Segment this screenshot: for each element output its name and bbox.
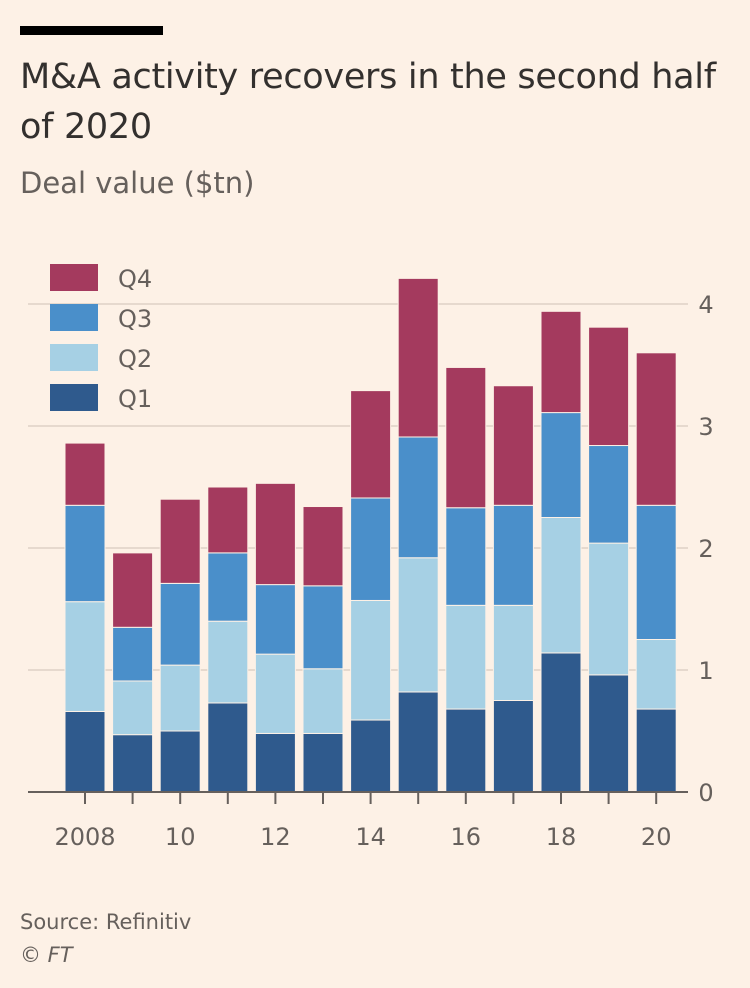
- y-tick-label: 4: [698, 291, 713, 319]
- bar-q2-2012: [254, 653, 296, 734]
- bar-q3-2011: [207, 552, 249, 622]
- bar-q1-2015: [397, 691, 439, 793]
- source-note: Source: Refinitiv: [20, 910, 192, 934]
- x-tick-label: 10: [165, 823, 196, 851]
- bar-q3-2013: [302, 585, 344, 670]
- bar-q1-2018: [540, 652, 582, 793]
- bar-q3-2020: [635, 504, 677, 640]
- bar-q2-2016: [445, 604, 487, 710]
- chart-subtitle: Deal value ($tn): [20, 166, 255, 200]
- y-tick-label: 0: [698, 779, 713, 807]
- bar-q3-2010: [159, 582, 201, 666]
- y-tick-label: 2: [698, 535, 713, 563]
- bar-q1-2014: [350, 719, 392, 793]
- legend-swatch-q4: [50, 264, 98, 291]
- bar-q4-2015: [397, 277, 439, 438]
- x-tick-label: 2008: [54, 823, 115, 851]
- bar-q4-2009: [112, 552, 154, 628]
- bar-q2-2019: [588, 542, 630, 676]
- copyright-credit: © FT: [20, 943, 73, 967]
- bar-q3-2018: [540, 412, 582, 518]
- bar-q2-2011: [207, 620, 249, 704]
- bar-q4-2011: [207, 486, 249, 554]
- chart-title: M&A activity recovers in the second half…: [20, 57, 716, 147]
- bar-q3-2012: [254, 584, 296, 655]
- x-tick-label: 20: [641, 823, 672, 851]
- bar-q1-2009: [112, 734, 154, 793]
- bar-q3-2009: [112, 626, 154, 682]
- legend-swatch-q3: [50, 304, 98, 331]
- bar-q3-2016: [445, 507, 487, 606]
- bar-q2-2015: [397, 557, 439, 693]
- bar-q3-2008: [64, 504, 106, 603]
- bar-q4-2020: [635, 352, 677, 506]
- bar-q4-2012: [254, 482, 296, 586]
- x-tick-label: 12: [260, 823, 291, 851]
- bar-q1-2012: [254, 732, 296, 793]
- y-tick-label: 3: [698, 413, 713, 441]
- legend-label-q3: Q3: [118, 305, 152, 333]
- title-accent-bar: [20, 26, 163, 35]
- bar-q1-2016: [445, 708, 487, 793]
- x-tick-label: 16: [451, 823, 482, 851]
- bar-q4-2017: [492, 385, 534, 506]
- bar-q4-2014: [350, 390, 392, 499]
- bar-q3-2014: [350, 497, 392, 601]
- bar-q1-2020: [635, 708, 677, 793]
- bar-q1-2019: [588, 674, 630, 793]
- bar-q2-2010: [159, 664, 201, 732]
- bar-q4-2016: [445, 366, 487, 509]
- x-tick-label: 14: [355, 823, 386, 851]
- bar-q2-2008: [64, 601, 106, 712]
- bar-q2-2014: [350, 599, 392, 721]
- bar-q1-2017: [492, 700, 534, 793]
- bar-q3-2017: [492, 504, 534, 606]
- bar-q3-2019: [588, 445, 630, 544]
- bar-q1-2013: [302, 732, 344, 793]
- legend-label-q4: Q4: [118, 265, 152, 293]
- bar-q2-2013: [302, 668, 344, 734]
- bar-q2-2017: [492, 604, 534, 701]
- bar-q1-2008: [64, 710, 106, 793]
- bar-q4-2010: [159, 498, 201, 584]
- bar-q2-2020: [635, 639, 677, 710]
- y-tick-label: 1: [698, 657, 713, 685]
- bar-q2-2009: [112, 680, 154, 736]
- bar-q3-2015: [397, 436, 439, 559]
- legend-swatch-q1: [50, 384, 98, 411]
- bar-q4-2018: [540, 310, 582, 414]
- legend-label-q2: Q2: [118, 345, 152, 373]
- bar-q4-2013: [302, 506, 344, 587]
- legend-label-q1: Q1: [118, 385, 152, 413]
- bar-q4-2008: [64, 442, 106, 506]
- bar-q1-2011: [207, 702, 249, 793]
- bar-q4-2019: [588, 326, 630, 447]
- bar-q1-2010: [159, 730, 201, 793]
- legend-swatch-q2: [50, 344, 98, 371]
- bar-q2-2018: [540, 517, 582, 654]
- x-tick-label: 18: [546, 823, 577, 851]
